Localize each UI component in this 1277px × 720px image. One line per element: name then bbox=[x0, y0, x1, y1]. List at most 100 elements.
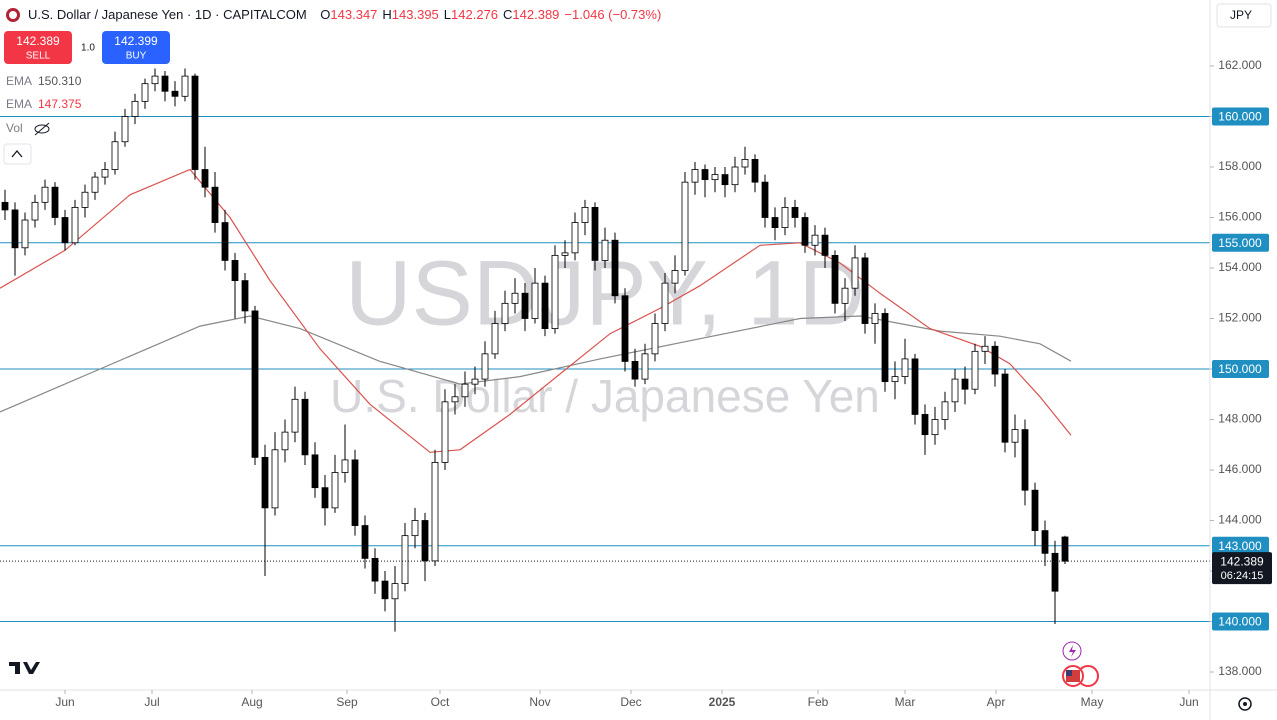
candle-body bbox=[271, 449, 279, 509]
candle-body bbox=[951, 378, 959, 403]
visibility-icon[interactable] bbox=[34, 124, 50, 134]
x-tick-label: Jun bbox=[55, 695, 74, 709]
countdown-label: 06:24:15 bbox=[1221, 570, 1264, 582]
buy-price[interactable]: 142.399 bbox=[114, 34, 158, 48]
candle-body bbox=[121, 116, 129, 143]
candle-body bbox=[101, 169, 109, 178]
candle-body bbox=[281, 431, 289, 451]
x-tick-label: Feb bbox=[808, 695, 829, 709]
candle-body bbox=[781, 207, 789, 229]
candle-body bbox=[31, 201, 39, 221]
candle-body bbox=[731, 166, 739, 186]
candle-body bbox=[81, 191, 89, 208]
candle-body bbox=[991, 345, 999, 375]
indicator-name: EMA bbox=[6, 97, 32, 111]
collapse-icon bbox=[11, 149, 23, 158]
candle-body bbox=[981, 345, 989, 352]
candle-body bbox=[331, 472, 339, 509]
flag-canton bbox=[1066, 670, 1072, 676]
candle-body bbox=[191, 75, 199, 170]
candle-body bbox=[1031, 489, 1039, 531]
candle-body bbox=[231, 260, 239, 282]
level-label: 140.000 bbox=[1218, 615, 1262, 629]
level-label-box bbox=[1212, 612, 1269, 631]
candle-body bbox=[251, 310, 259, 458]
candle-body bbox=[901, 358, 909, 377]
candle-body bbox=[511, 292, 519, 304]
candle-body bbox=[701, 169, 709, 181]
candle-body bbox=[351, 459, 359, 526]
visibility-icon-slash bbox=[34, 122, 50, 136]
candle-body bbox=[641, 353, 649, 380]
watermark-name: U.S. Dollar / Japanese Yen bbox=[330, 370, 880, 422]
candle-body bbox=[651, 323, 659, 355]
ema-line bbox=[0, 315, 1072, 413]
candle-body bbox=[831, 254, 839, 304]
candle-body bbox=[891, 376, 899, 383]
ohlc-value: 142.276 bbox=[451, 7, 498, 22]
candle-body bbox=[791, 207, 799, 218]
candle-body bbox=[431, 462, 439, 562]
sell-button[interactable] bbox=[4, 31, 72, 64]
settings-icon-center bbox=[1243, 702, 1247, 706]
y-tick-label: 138.000 bbox=[1218, 664, 1262, 678]
y-tick-label: 154.000 bbox=[1218, 260, 1262, 274]
buy-button[interactable] bbox=[102, 31, 170, 64]
candle-body bbox=[911, 358, 919, 415]
candle-body bbox=[421, 520, 429, 562]
candle-body bbox=[771, 217, 779, 229]
y-tick-label: 146.000 bbox=[1218, 462, 1262, 476]
currency-label[interactable]: JPY bbox=[1230, 8, 1252, 22]
level-label-box bbox=[1212, 233, 1269, 252]
level-label: 160.000 bbox=[1218, 110, 1262, 124]
sell-label[interactable]: SELL bbox=[26, 51, 51, 62]
candle-body bbox=[41, 186, 49, 203]
candle-body bbox=[211, 186, 219, 223]
ohlc-value: 143.347 bbox=[330, 7, 377, 22]
collapse-button[interactable] bbox=[3, 143, 32, 165]
candle-body bbox=[531, 282, 539, 319]
x-tick-label: Apr bbox=[987, 695, 1006, 709]
candle-body bbox=[501, 302, 509, 324]
symbol-title: U.S. Dollar / Japanese Yen · 1D · CAPITA… bbox=[28, 7, 307, 22]
tradingview-logo[interactable] bbox=[9, 662, 40, 674]
y-tick-label: 152.000 bbox=[1218, 311, 1262, 325]
volume-label[interactable]: Vol bbox=[6, 121, 23, 135]
candle-body bbox=[561, 252, 569, 256]
buy-label[interactable]: BUY bbox=[126, 51, 147, 62]
candle-body bbox=[161, 75, 169, 92]
candle-body bbox=[411, 520, 419, 537]
candle-body bbox=[381, 580, 389, 600]
level-label: 155.000 bbox=[1218, 236, 1262, 250]
ohlc-key: O bbox=[320, 7, 330, 22]
x-tick-label: 2025 bbox=[709, 695, 736, 709]
level-label: 150.000 bbox=[1218, 362, 1262, 376]
candle-body bbox=[621, 295, 629, 362]
sell-price[interactable]: 142.389 bbox=[16, 34, 60, 48]
candle-body bbox=[591, 207, 599, 261]
candle-body bbox=[881, 313, 889, 383]
candle-body bbox=[1041, 530, 1049, 554]
candle-body bbox=[1011, 429, 1019, 443]
event-icon-bolt bbox=[1069, 645, 1076, 657]
indicator-legend: EMA 150.310 EMA 147.375 bbox=[6, 74, 82, 111]
currency-button[interactable] bbox=[1216, 3, 1272, 28]
x-tick-label: Jun bbox=[1179, 695, 1198, 709]
candle-body bbox=[1001, 373, 1009, 443]
candle-body bbox=[711, 174, 719, 181]
candle-body bbox=[691, 169, 699, 183]
current-price-box bbox=[1212, 552, 1272, 585]
candle-body bbox=[301, 398, 309, 456]
indicator-value: 150.310 bbox=[38, 74, 82, 88]
indicator-name: EMA bbox=[6, 74, 32, 88]
candle-body bbox=[841, 287, 849, 304]
candle-body bbox=[61, 217, 69, 244]
settings-icon[interactable] bbox=[1238, 697, 1252, 711]
level-label: 143.000 bbox=[1218, 539, 1262, 553]
order-size[interactable]: 1.0 bbox=[81, 43, 95, 54]
x-tick-label: Aug bbox=[241, 695, 262, 709]
candle-body bbox=[551, 254, 559, 330]
y-tick-label: 148.000 bbox=[1218, 412, 1262, 426]
candle-body bbox=[51, 186, 59, 218]
ohlc-value: 143.395 bbox=[392, 7, 439, 22]
